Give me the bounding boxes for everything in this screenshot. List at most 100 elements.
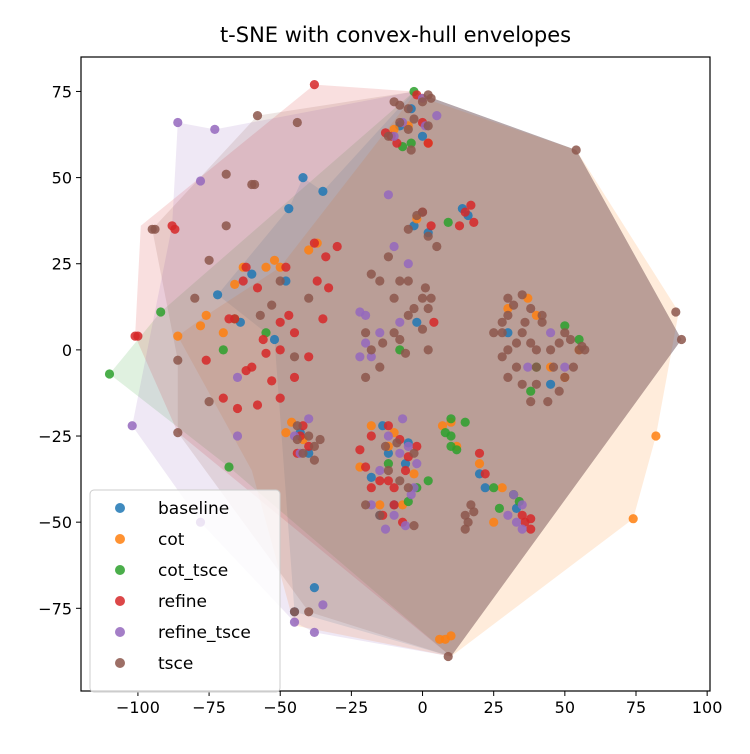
data-point (309, 583, 319, 593)
data-point (526, 524, 536, 534)
legend-label: tsce (158, 654, 193, 674)
data-point (446, 441, 456, 451)
data-point (383, 448, 393, 458)
data-point (460, 524, 470, 534)
data-point (560, 372, 570, 382)
legend-item-refine-tsce: refine_tsce (115, 623, 251, 643)
data-point (170, 224, 180, 234)
data-point (375, 328, 385, 338)
data-point (400, 521, 411, 531)
series-refine-tsce (127, 93, 570, 638)
data-point (403, 310, 413, 320)
data-point (489, 517, 499, 527)
data-point (497, 328, 507, 338)
data-point (375, 510, 385, 520)
data-point (417, 324, 428, 334)
data-point (417, 207, 428, 217)
data-point (389, 500, 399, 510)
data-point (298, 448, 308, 458)
data-point (275, 317, 285, 327)
data-point (395, 317, 405, 327)
data-point (429, 317, 439, 327)
legend-item-refine: refine (115, 592, 207, 612)
data-point (437, 421, 448, 431)
data-point (383, 459, 393, 469)
data-point (412, 459, 422, 469)
data-point (304, 245, 314, 255)
data-point (537, 317, 547, 327)
hull-cot (177, 94, 679, 657)
data-point (375, 476, 385, 486)
data-point (355, 445, 365, 455)
data-point (292, 421, 302, 431)
data-point (173, 428, 183, 438)
data-point (531, 345, 542, 355)
data-point (497, 483, 507, 493)
data-point (383, 252, 393, 262)
data-point (565, 334, 576, 345)
data-point (426, 93, 436, 103)
data-point (252, 400, 263, 410)
y-tick-label: 50 (52, 169, 72, 188)
series-refine (130, 80, 536, 534)
data-point (517, 510, 527, 520)
data-point (238, 276, 248, 286)
data-point (312, 276, 322, 286)
data-point (489, 483, 499, 493)
data-point (366, 352, 376, 362)
y-tick-label: −50 (38, 513, 72, 532)
data-point (230, 314, 240, 324)
legend-marker (115, 658, 125, 668)
data-point (446, 414, 456, 424)
data-point (548, 362, 559, 372)
data-point (417, 293, 428, 303)
data-point (395, 448, 405, 458)
data-point (361, 338, 371, 348)
data-point (403, 483, 413, 493)
data-point (440, 428, 450, 438)
data-point (389, 241, 399, 252)
hull-baseline (217, 91, 682, 657)
data-point (460, 207, 470, 217)
data-point (383, 465, 393, 476)
data-point (543, 397, 553, 407)
data-point (380, 441, 391, 451)
data-point (173, 355, 183, 365)
x-tick-label: 0 (417, 698, 427, 717)
data-point (460, 510, 470, 520)
legend-marker (115, 503, 125, 513)
data-point (412, 441, 422, 451)
data-point (309, 441, 319, 451)
data-point (241, 262, 251, 272)
data-point (474, 448, 485, 458)
data-point (443, 651, 453, 662)
data-point (511, 338, 522, 348)
y-tick-label: 25 (52, 255, 72, 274)
data-point (289, 607, 300, 617)
data-point (417, 131, 428, 141)
data-point (375, 500, 385, 510)
data-point (403, 124, 413, 134)
data-point (474, 459, 485, 469)
data-point (517, 290, 527, 300)
data-point (247, 269, 257, 279)
hull-tsce (152, 91, 682, 657)
data-point (466, 500, 476, 510)
data-point (383, 421, 393, 431)
data-point (454, 221, 465, 231)
data-point (554, 338, 564, 348)
x-tick-label: −100 (116, 698, 160, 717)
data-point (218, 393, 228, 403)
data-point (204, 397, 214, 407)
data-point (568, 362, 579, 372)
data-point (383, 131, 393, 141)
data-point (423, 231, 433, 241)
legend-label: cot_tsce (158, 561, 228, 581)
data-point (494, 503, 504, 513)
data-point (571, 145, 581, 155)
data-point (389, 328, 399, 338)
series-tsce (147, 90, 687, 662)
data-point (508, 300, 519, 310)
